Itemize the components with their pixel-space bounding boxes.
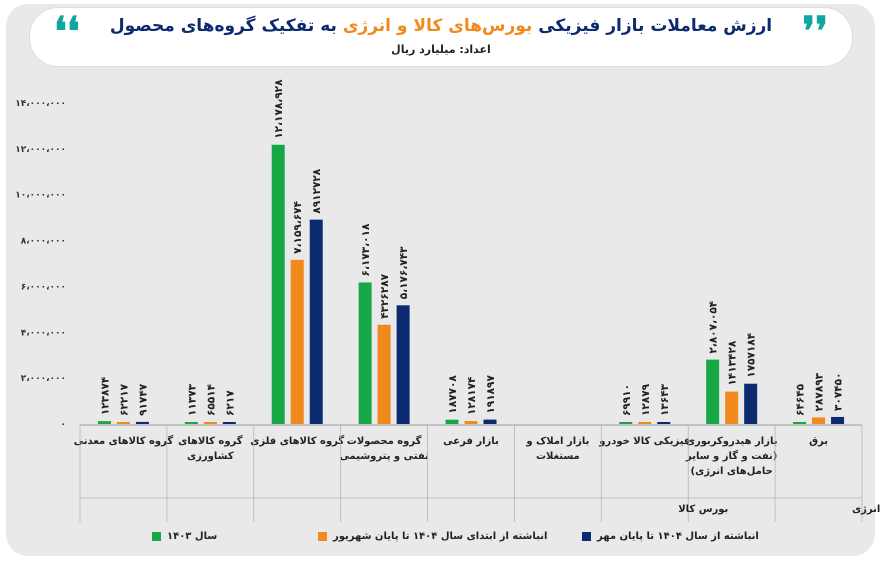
- data-label: ۶۹۹۱۰: [621, 384, 633, 416]
- legend-item-1404-mehr: انباشته از سال ۱۴۰۴ تا پایان مهر: [582, 531, 759, 542]
- data-label: ۵،۱۷۶،۷۴۳: [398, 246, 410, 299]
- chart-subtitle: اعداد: میلیارد ریال: [391, 43, 491, 56]
- chart-frame: [6, 4, 875, 556]
- data-label: ۱۲۸۱۷۴: [466, 376, 478, 415]
- y-tick-label: ۴،۰۰۰،۰۰۰: [21, 328, 66, 338]
- data-label: ۸۹۱۲۷۲۸: [311, 168, 323, 213]
- data-label: ۶۲۱۷: [224, 390, 236, 416]
- bar: [358, 282, 372, 424]
- category-label: بازار املاک و: [525, 436, 589, 447]
- bar: [116, 422, 130, 424]
- category-label: گروه کالاهای فلزی: [250, 434, 344, 447]
- group-label: بورس کالا: [678, 504, 728, 515]
- data-label: ۱۲۸۷۹: [640, 383, 652, 416]
- bar: [222, 422, 236, 424]
- bar: [483, 419, 497, 424]
- category-label: گروه کالاهای: [178, 434, 243, 447]
- bar: [396, 305, 410, 424]
- legend-swatch-2024: [152, 532, 161, 541]
- y-tick-label: ۱۴،۰۰۰،۰۰۰: [15, 99, 66, 109]
- bar: [638, 422, 652, 424]
- bar: [97, 421, 111, 424]
- y-tick-label: ۲،۰۰۰،۰۰۰: [21, 374, 66, 384]
- category-label: مستغلات: [536, 451, 580, 462]
- y-tick-label: ۰: [61, 420, 67, 430]
- data-label: ۱۴۱۳۴۲۸: [727, 340, 739, 385]
- data-label: ۶۵۵۱۴: [205, 383, 217, 416]
- data-label: ۱۷۵۷۱۸۴: [746, 332, 758, 377]
- category-label: بازار هیدروکربوری: [686, 436, 778, 447]
- bar: [309, 219, 323, 424]
- title-part1: ارزش معاملات بازار فیزیکی: [532, 16, 773, 36]
- header-card: ❜❜ ارزش معاملات بازار فیزیکی بورس‌های کا…: [30, 8, 852, 66]
- bar: [464, 421, 478, 424]
- category-label: حامل‌های انرژی): [691, 466, 773, 477]
- category-label: برق: [809, 436, 828, 447]
- y-tick-label: ۱۲،۰۰۰،۰۰۰: [15, 145, 66, 155]
- legend-swatch-1404-mehr: [582, 532, 591, 541]
- y-tick-label: ۱۰،۰۰۰،۰۰۰: [15, 191, 66, 201]
- data-label: ۴۳۲۶۲۸۷: [379, 273, 391, 318]
- open-quote-icon: ❜❜: [802, 8, 828, 55]
- category-label: گروه محصولات: [347, 434, 422, 447]
- bar: [619, 422, 633, 424]
- bar: [793, 422, 807, 424]
- category-label: کشاورزی: [187, 451, 234, 462]
- legend-item-1404-shahrivar: انباشته از ابتدای سال ۱۴۰۴ تا پایان شهری…: [318, 531, 547, 542]
- bar: [271, 144, 285, 424]
- data-label: ۱۳۶۴۳: [659, 383, 671, 416]
- category-label: نفتی و پتروشیمی: [339, 451, 428, 462]
- legend-swatch-1404-shahrivar: [318, 532, 327, 541]
- data-label: ۶۲۲۱۷: [118, 383, 130, 416]
- category-label: (نفت و گاز و سایر: [685, 449, 777, 462]
- bar: [184, 422, 198, 424]
- data-label: ۱۸۷۷۰۸: [447, 375, 459, 414]
- bar: [812, 417, 826, 424]
- bar: [831, 416, 845, 424]
- data-label: ۱۹۱۸۹۷: [485, 375, 497, 414]
- chart-title: ارزش معاملات بازار فیزیکی بورس‌های کالا …: [30, 16, 852, 36]
- y-tick-label: ۸،۰۰۰،۰۰۰: [21, 237, 66, 247]
- data-label: ۱۱۳۷۳: [186, 383, 198, 416]
- title-highlight: بورس‌های کالا و انرژی: [342, 16, 533, 36]
- bar: [657, 422, 671, 424]
- close-quote-icon: ❛❛: [54, 8, 80, 55]
- data-label: ۳۰۷۴۵۰: [833, 372, 845, 410]
- legend-label-1404-shahrivar: انباشته از ابتدای سال ۱۴۰۴ تا پایان شهری…: [333, 531, 548, 542]
- title-part2: به تفکیک گروه‌های محصول: [109, 16, 343, 36]
- category-label: فیزیکی کالا خودرو: [598, 436, 690, 447]
- legend-item-2024: سال ۱۴۰۳: [152, 531, 217, 542]
- bar: [744, 383, 758, 424]
- y-tick-label: ۶،۰۰۰،۰۰۰: [21, 282, 66, 292]
- bar: [706, 359, 720, 424]
- data-label: ۱۲۳۸۷۴: [99, 376, 111, 415]
- category-label: گروه کالاهای معدنی: [74, 434, 174, 447]
- legend-label-2024: سال ۱۴۰۳: [167, 531, 218, 542]
- data-label: ۷،۱۵۹،۶۷۴: [292, 200, 304, 253]
- bar: [377, 324, 391, 424]
- bar: [290, 259, 304, 424]
- category-label: بازار فرعی: [443, 436, 499, 447]
- data-label: ۲،۸۰۷،۰۵۴: [708, 300, 720, 353]
- group-label: بورس انرژی: [852, 504, 883, 515]
- data-label: ۶۴۶۴۵: [795, 383, 807, 416]
- bar: [135, 421, 149, 424]
- bar: [725, 391, 739, 424]
- data-label: ۹۱۷۴۷: [137, 383, 149, 416]
- data-label: ۶،۱۷۳،۰۱۸: [360, 223, 372, 276]
- bar: [445, 419, 459, 424]
- data-label: ۲۸۷۸۹۳: [814, 372, 826, 411]
- data-label: ۱۲،۱۷۸،۹۲۸: [273, 79, 285, 139]
- legend-label-1404-mehr: انباشته از سال ۱۴۰۴ تا پایان مهر: [597, 531, 759, 542]
- bar: [203, 422, 217, 424]
